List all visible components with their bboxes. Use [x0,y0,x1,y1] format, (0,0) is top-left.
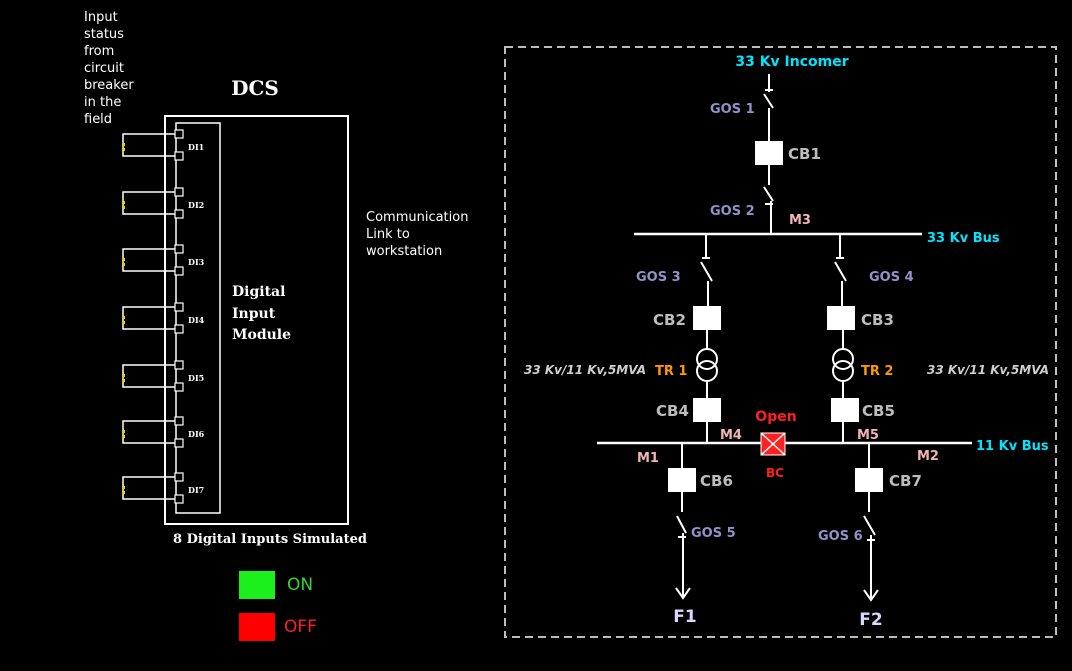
di-contact-dot [122,321,125,324]
m1-label: M1 [637,451,659,466]
cb2-box[interactable] [693,306,721,330]
m5-label: M5 [857,428,879,443]
cb6-label: CB6 [700,472,733,490]
di-label: DI2 [188,200,204,210]
dcs-footer: 8 Digital Inputs Simulated [173,532,367,547]
digital-input-2[interactable]: DI2 [122,187,204,219]
gos1-label: GOS 1 [710,102,755,117]
digital-input-7[interactable]: DI7 [122,472,204,504]
tr2-primary-coil [832,348,854,370]
di-label: DI6 [188,429,205,439]
tr1-label: TR 1 [655,364,687,379]
gos2-label: GOS 2 [710,204,755,219]
di-label: DI3 [188,257,205,267]
cb7-label: CB7 [889,472,922,490]
digital-input-module-box [175,122,221,514]
digital-input-6[interactable]: DI6 [122,416,205,448]
legend-on-label: ON [287,575,314,595]
input-status-note: Input status from circuit breaker in the… [84,10,134,127]
m4-label: M4 [720,428,742,443]
di-contact-dot [122,201,125,204]
tr2-secondary-coil [832,360,854,382]
feeder2-arrow [863,589,879,602]
di-contact-dot [122,148,125,151]
cb1-label: CB1 [788,145,821,163]
feeder1-label: F1 [673,607,696,627]
tr2-label: TR 2 [861,364,893,379]
di-contact-dot [122,206,125,209]
gos3-label: GOS 3 [636,270,681,285]
bc-label: BC [766,466,784,480]
di-contact-dot [122,143,125,146]
tr1-rating: 33 Kv/11 Kv,5MVA [524,363,646,377]
di-contact-dot [122,491,125,494]
tr1-primary-coil [696,348,718,370]
cb2-label: CB2 [653,311,686,329]
digital-input-1[interactable]: DI1 [122,129,204,161]
dcs-title: DCS [231,76,279,100]
m3-label: M3 [789,213,811,228]
gos1-blade [763,93,774,109]
di-label: DI7 [188,485,204,495]
di-contact-dot [122,316,125,319]
cb3-label: CB3 [861,311,894,329]
feeder1-arrow [675,587,691,600]
gos4-label: GOS 4 [869,270,914,285]
cb4-box[interactable] [693,398,721,422]
di-contact-dot [122,435,125,438]
di-contact-dot [122,258,125,261]
cb7-box[interactable] [855,468,883,492]
m2-label: M2 [917,449,939,464]
incomer-label: 33 Kv Incomer [735,54,848,70]
bc-cross-2 [760,432,786,456]
di-contact-dot [122,374,125,377]
legend-off-label: OFF [284,617,317,637]
digital-input-5[interactable]: DI5 [122,360,204,392]
bus-11kv-label: 11 Kv Bus [976,439,1049,454]
dcs-outer-box [164,115,349,525]
dcs-diagram: DCS Digital Input Module DI1 DI2 DI3 DI4 DI5… [122,76,367,547]
module-label-line3: Module [232,327,291,343]
gos4-blade [834,261,847,282]
legend-on-swatch [239,571,275,599]
communication-link-note: Communication Link to workstation [366,210,469,259]
di-contact-dot [122,430,125,433]
digital-input-4[interactable]: DI4 [122,302,205,334]
gos5-blade [676,515,687,534]
cb6-box[interactable] [668,468,696,492]
gos2-blade [763,186,774,202]
module-label-line1: Digital [232,284,285,300]
di-label: DI5 [188,373,204,383]
feeder2-label: F2 [859,610,882,630]
legend-off-swatch [239,613,275,641]
di-contact-dot [122,263,125,266]
gos3-blade [700,261,713,282]
digital-input-3[interactable]: DI3 [122,244,205,276]
di-label: DI1 [188,142,204,152]
cb3-box[interactable] [827,306,855,330]
di-contact-dot [122,486,125,489]
bc-state-label: Open [755,409,796,425]
cb4-label: CB4 [656,402,689,420]
cb1-box[interactable] [755,141,783,165]
cb5-box[interactable] [831,398,859,422]
gos5-label: GOS 5 [691,526,736,541]
cb5-label: CB5 [862,402,895,420]
gos6-blade [863,515,876,536]
module-label-line2: Input [232,306,276,322]
di-contact-dot [122,379,125,382]
tr2-rating: 33 Kv/11 Kv,5MVA [927,363,1049,377]
gos6-label: GOS 6 [818,529,863,544]
bus-33kv-label: 33 Kv Bus [927,231,1000,246]
tr1-secondary-coil [696,360,718,382]
sld-dashed-frame [504,46,1057,638]
di-label: DI4 [188,315,205,325]
